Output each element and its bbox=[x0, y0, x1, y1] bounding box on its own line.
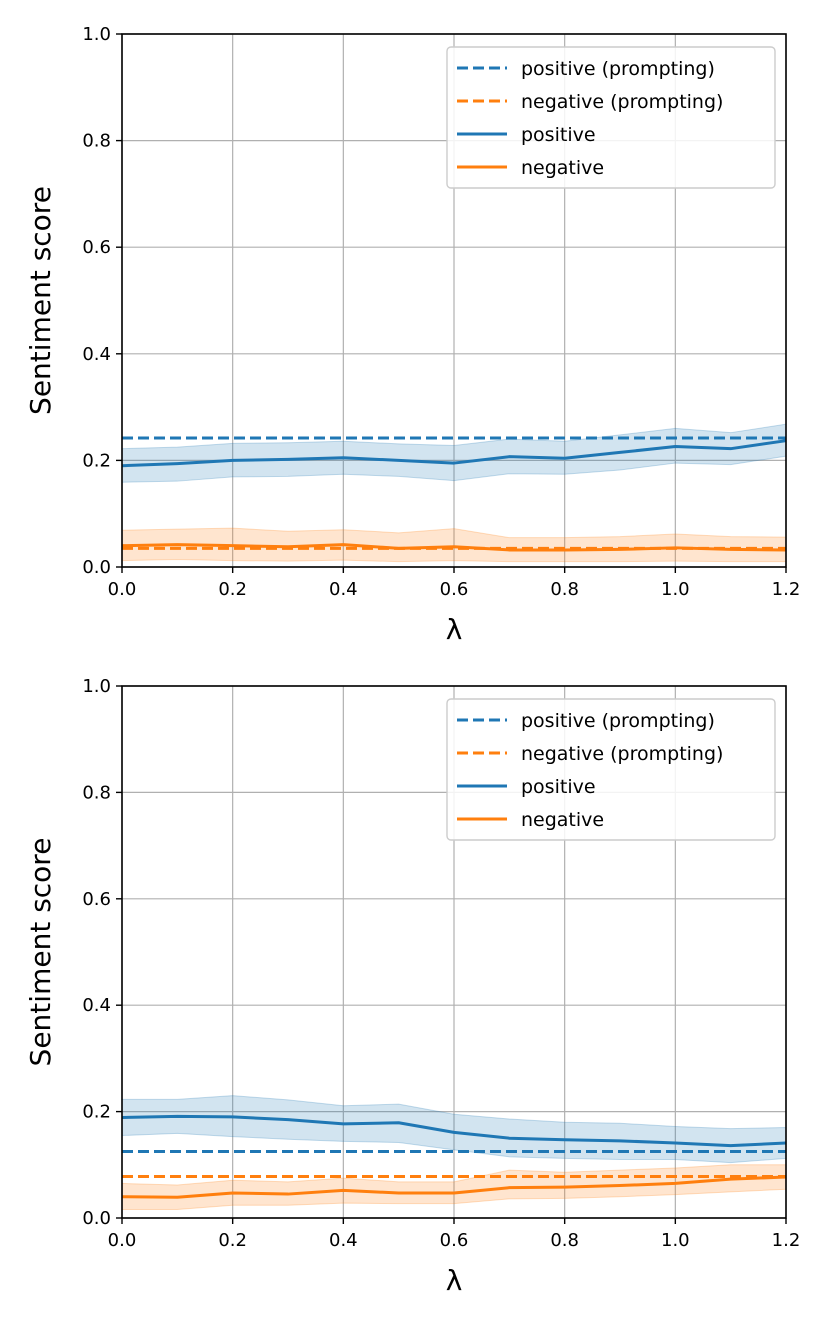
x-tick-label: 0.4 bbox=[329, 1230, 358, 1251]
x-tick-label: 0.2 bbox=[218, 1230, 247, 1251]
y-tick-label: 0.8 bbox=[82, 782, 111, 803]
legend: positive (prompting) negative (prompting)… bbox=[446, 46, 776, 189]
legend-label: negative (prompting) bbox=[521, 91, 723, 113]
legend-label: negative bbox=[521, 809, 604, 831]
x-tick-label: 0.6 bbox=[440, 1230, 469, 1251]
y-tick-label: 0.8 bbox=[82, 131, 111, 152]
legend-label: negative (prompting) bbox=[521, 743, 723, 765]
legend-label: positive (prompting) bbox=[521, 710, 715, 732]
legend-label: positive bbox=[521, 124, 596, 146]
x-tick-label: 0.8 bbox=[550, 579, 579, 600]
y-axis-title: Sentiment score bbox=[24, 838, 57, 1067]
y-tick-label: 0.0 bbox=[82, 557, 111, 578]
legend: positive (prompting) negative (prompting)… bbox=[446, 698, 776, 841]
legend-box bbox=[446, 46, 776, 189]
chart-panel-1: 0.0 0.2 0.4 0.6 0.8 1.0 1.2 0.0 0.2 0.4 0.6 0.8 1.0 λ… bbox=[24, 24, 800, 646]
series-line-negative bbox=[121, 1175, 787, 1199]
chart-panel-2: 0.0 0.2 0.4 0.6 0.8 1.0 1.2 0.0 0.2 0.4 0.6 0.8 1.0 λ… bbox=[24, 676, 800, 1297]
series-line-positive bbox=[121, 439, 787, 468]
x-tick-label: 0.8 bbox=[550, 1230, 579, 1251]
series-line-positive bbox=[121, 1114, 787, 1148]
x-axis-title: λ bbox=[446, 1264, 463, 1297]
y-axis-title: Sentiment score bbox=[24, 186, 57, 415]
y-tick-label: 1.0 bbox=[82, 676, 111, 697]
x-tick-label: 1.2 bbox=[772, 1230, 801, 1251]
y-tick-label: 0.0 bbox=[82, 1208, 111, 1229]
y-tick-label: 0.6 bbox=[82, 237, 111, 258]
x-tick-label: 0.4 bbox=[329, 579, 358, 600]
ticks: 0.0 0.2 0.4 0.6 0.8 1.0 1.2 0.0 0.2 0.4 0.6 0.8 1.0 bbox=[82, 24, 800, 600]
series-lines bbox=[121, 1114, 787, 1199]
x-tick-label: 0.2 bbox=[218, 579, 247, 600]
series-line-negative bbox=[121, 543, 787, 552]
x-tick-label: 0.0 bbox=[108, 1230, 137, 1251]
y-tick-label: 1.0 bbox=[82, 24, 111, 45]
x-tick-label: 1.2 bbox=[772, 579, 801, 600]
legend-label: positive bbox=[521, 776, 596, 798]
x-tick-label: 0.0 bbox=[108, 579, 137, 600]
x-tick-label: 0.6 bbox=[440, 579, 469, 600]
y-tick-label: 0.6 bbox=[82, 889, 111, 910]
y-tick-label: 0.2 bbox=[82, 1102, 111, 1123]
x-tick-label: 1.0 bbox=[661, 579, 690, 600]
y-tick-label: 0.4 bbox=[82, 995, 111, 1016]
legend-label: negative bbox=[521, 157, 604, 179]
legend-label: positive (prompting) bbox=[521, 58, 715, 80]
legend-box bbox=[446, 698, 776, 841]
x-axis-title: λ bbox=[446, 613, 463, 646]
series-lines bbox=[121, 436, 787, 552]
ticks: 0.0 0.2 0.4 0.6 0.8 1.0 1.2 0.0 0.2 0.4 0.6 0.8 1.0 bbox=[82, 676, 800, 1251]
x-tick-label: 1.0 bbox=[661, 1230, 690, 1251]
y-tick-label: 0.2 bbox=[82, 450, 111, 471]
y-tick-label: 0.4 bbox=[82, 344, 111, 365]
